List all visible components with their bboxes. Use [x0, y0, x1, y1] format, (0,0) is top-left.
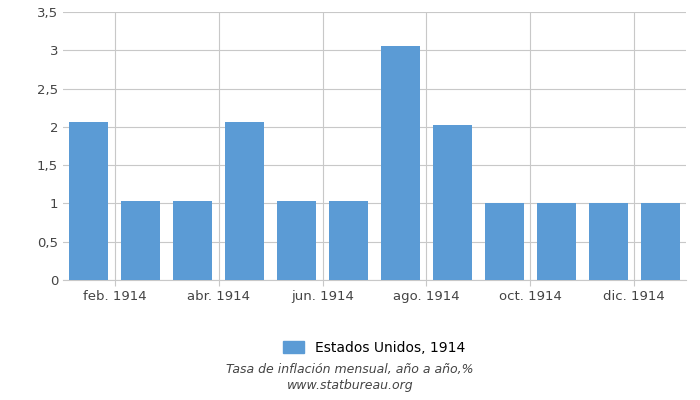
Bar — [537, 204, 575, 280]
Bar — [640, 204, 680, 280]
Bar — [174, 201, 212, 280]
Bar — [589, 204, 628, 280]
Text: www.statbureau.org: www.statbureau.org — [287, 380, 413, 392]
Bar — [121, 201, 160, 280]
Bar — [277, 201, 316, 280]
Bar — [69, 122, 108, 280]
Legend: Estados Unidos, 1914: Estados Unidos, 1914 — [278, 335, 471, 360]
Bar — [381, 46, 420, 280]
Bar — [225, 122, 264, 280]
Bar — [485, 204, 524, 280]
Bar — [329, 201, 368, 280]
Bar — [433, 125, 472, 280]
Text: Tasa de inflación mensual, año a año,%: Tasa de inflación mensual, año a año,% — [226, 364, 474, 376]
